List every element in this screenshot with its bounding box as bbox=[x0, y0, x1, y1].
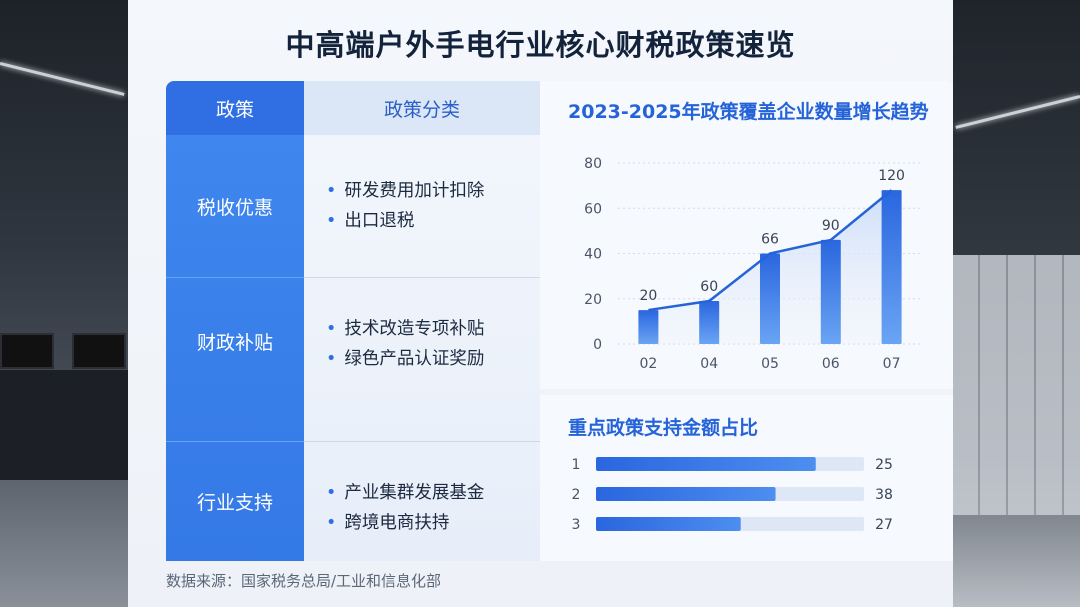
trend-chart-card: 2023-2025年政策覆盖企业数量增长趋势 0 20 40 60 80 02 04 05 06… bbox=[540, 81, 953, 389]
row-divider bbox=[166, 441, 304, 442]
list-item: • 技术改造专项补贴 bbox=[326, 319, 485, 339]
trend-line bbox=[648, 189, 893, 312]
category-column: • 研发费用加计扣除 • 出口退税 • 技术改造专项补贴 • 绿色产品认证奖励 • 产业集… bbox=[304, 135, 540, 561]
bullet-icon: • bbox=[326, 483, 337, 503]
chart-title: 重点政策支持金额占比 bbox=[568, 417, 759, 439]
data-label: 120 bbox=[878, 168, 905, 184]
background-monitor bbox=[0, 333, 54, 369]
x-tick-label: 02 bbox=[639, 356, 657, 372]
x-tick-label: 06 bbox=[822, 356, 840, 372]
source-note: 数据来源：国家税务总局/工业和信息化部 bbox=[166, 572, 442, 590]
value-label: 25 bbox=[875, 457, 893, 473]
x-tick-label: 05 bbox=[761, 356, 779, 372]
data-label: 66 bbox=[761, 232, 779, 248]
row-divider bbox=[166, 277, 304, 278]
share-chart: 1 25 2 38 3 27 bbox=[572, 457, 893, 533]
bullet-icon: • bbox=[326, 319, 337, 339]
x-tick-label: 07 bbox=[883, 356, 901, 372]
list-item: • 产业集群发展基金 bbox=[326, 483, 485, 503]
bar bbox=[596, 487, 776, 501]
category-label: 1 bbox=[572, 457, 581, 473]
list-item: • 绿色产品认证奖励 bbox=[326, 349, 485, 369]
bar bbox=[596, 457, 816, 471]
bar bbox=[699, 301, 720, 344]
bullet-icon: • bbox=[326, 181, 337, 201]
chart-title: 2023-2025年政策覆盖企业数量增长趋势 bbox=[568, 101, 929, 123]
data-label: 90 bbox=[822, 218, 840, 234]
list-item: • 研发费用加计扣除 bbox=[326, 181, 485, 201]
bullet-icon: • bbox=[326, 349, 337, 369]
policy-column: 税收优惠 财政补贴 行业支持 bbox=[166, 135, 304, 561]
list-item: • 跨境电商扶持 bbox=[326, 513, 450, 533]
bar bbox=[760, 253, 780, 344]
y-tick-label: 60 bbox=[584, 201, 602, 217]
bullet-icon: • bbox=[326, 211, 337, 231]
value-label: 27 bbox=[875, 517, 893, 533]
background-desk bbox=[0, 370, 128, 480]
header-category: 政策分类 bbox=[304, 81, 540, 135]
policy-fiscal: 财政补贴 bbox=[196, 331, 273, 354]
list-item: • 出口退税 bbox=[326, 211, 415, 231]
row-divider bbox=[304, 277, 540, 278]
y-tick-label: 80 bbox=[584, 156, 602, 172]
y-tick-label: 20 bbox=[584, 292, 602, 308]
bullet-icon: • bbox=[326, 513, 337, 533]
data-label: 20 bbox=[639, 288, 657, 304]
header-policy: 政策 bbox=[166, 81, 304, 135]
background-lockers bbox=[952, 255, 1080, 515]
background-monitor bbox=[72, 333, 126, 369]
bar bbox=[638, 310, 659, 344]
value-label: 38 bbox=[875, 487, 893, 503]
bar bbox=[596, 517, 741, 531]
y-tick-label: 40 bbox=[584, 247, 602, 263]
row-divider bbox=[304, 441, 540, 442]
bar bbox=[881, 190, 902, 344]
policy-industry: 行业支持 bbox=[196, 491, 273, 514]
background-left bbox=[0, 0, 128, 607]
data-label: 60 bbox=[700, 279, 718, 295]
x-tick-label: 04 bbox=[700, 356, 718, 372]
trend-chart: 0 20 40 60 80 02 04 05 06 07 20 60 66 90 120 bbox=[584, 156, 922, 372]
share-chart-card: 重点政策支持金额占比 1 25 2 38 3 27 bbox=[540, 395, 953, 561]
y-tick-label: 0 bbox=[593, 337, 602, 353]
category-label: 2 bbox=[572, 487, 581, 503]
bar bbox=[820, 239, 841, 344]
category-label: 3 bbox=[572, 517, 581, 533]
policy-tax: 税收优惠 bbox=[196, 196, 273, 219]
page-title: 中高端户外手电行业核心财税政策速览 bbox=[285, 28, 796, 62]
infographic-panel: 中高端户外手电行业核心财税政策速览 政策 政策分类 税收优惠 财政补贴 行业支持… bbox=[128, 0, 953, 607]
